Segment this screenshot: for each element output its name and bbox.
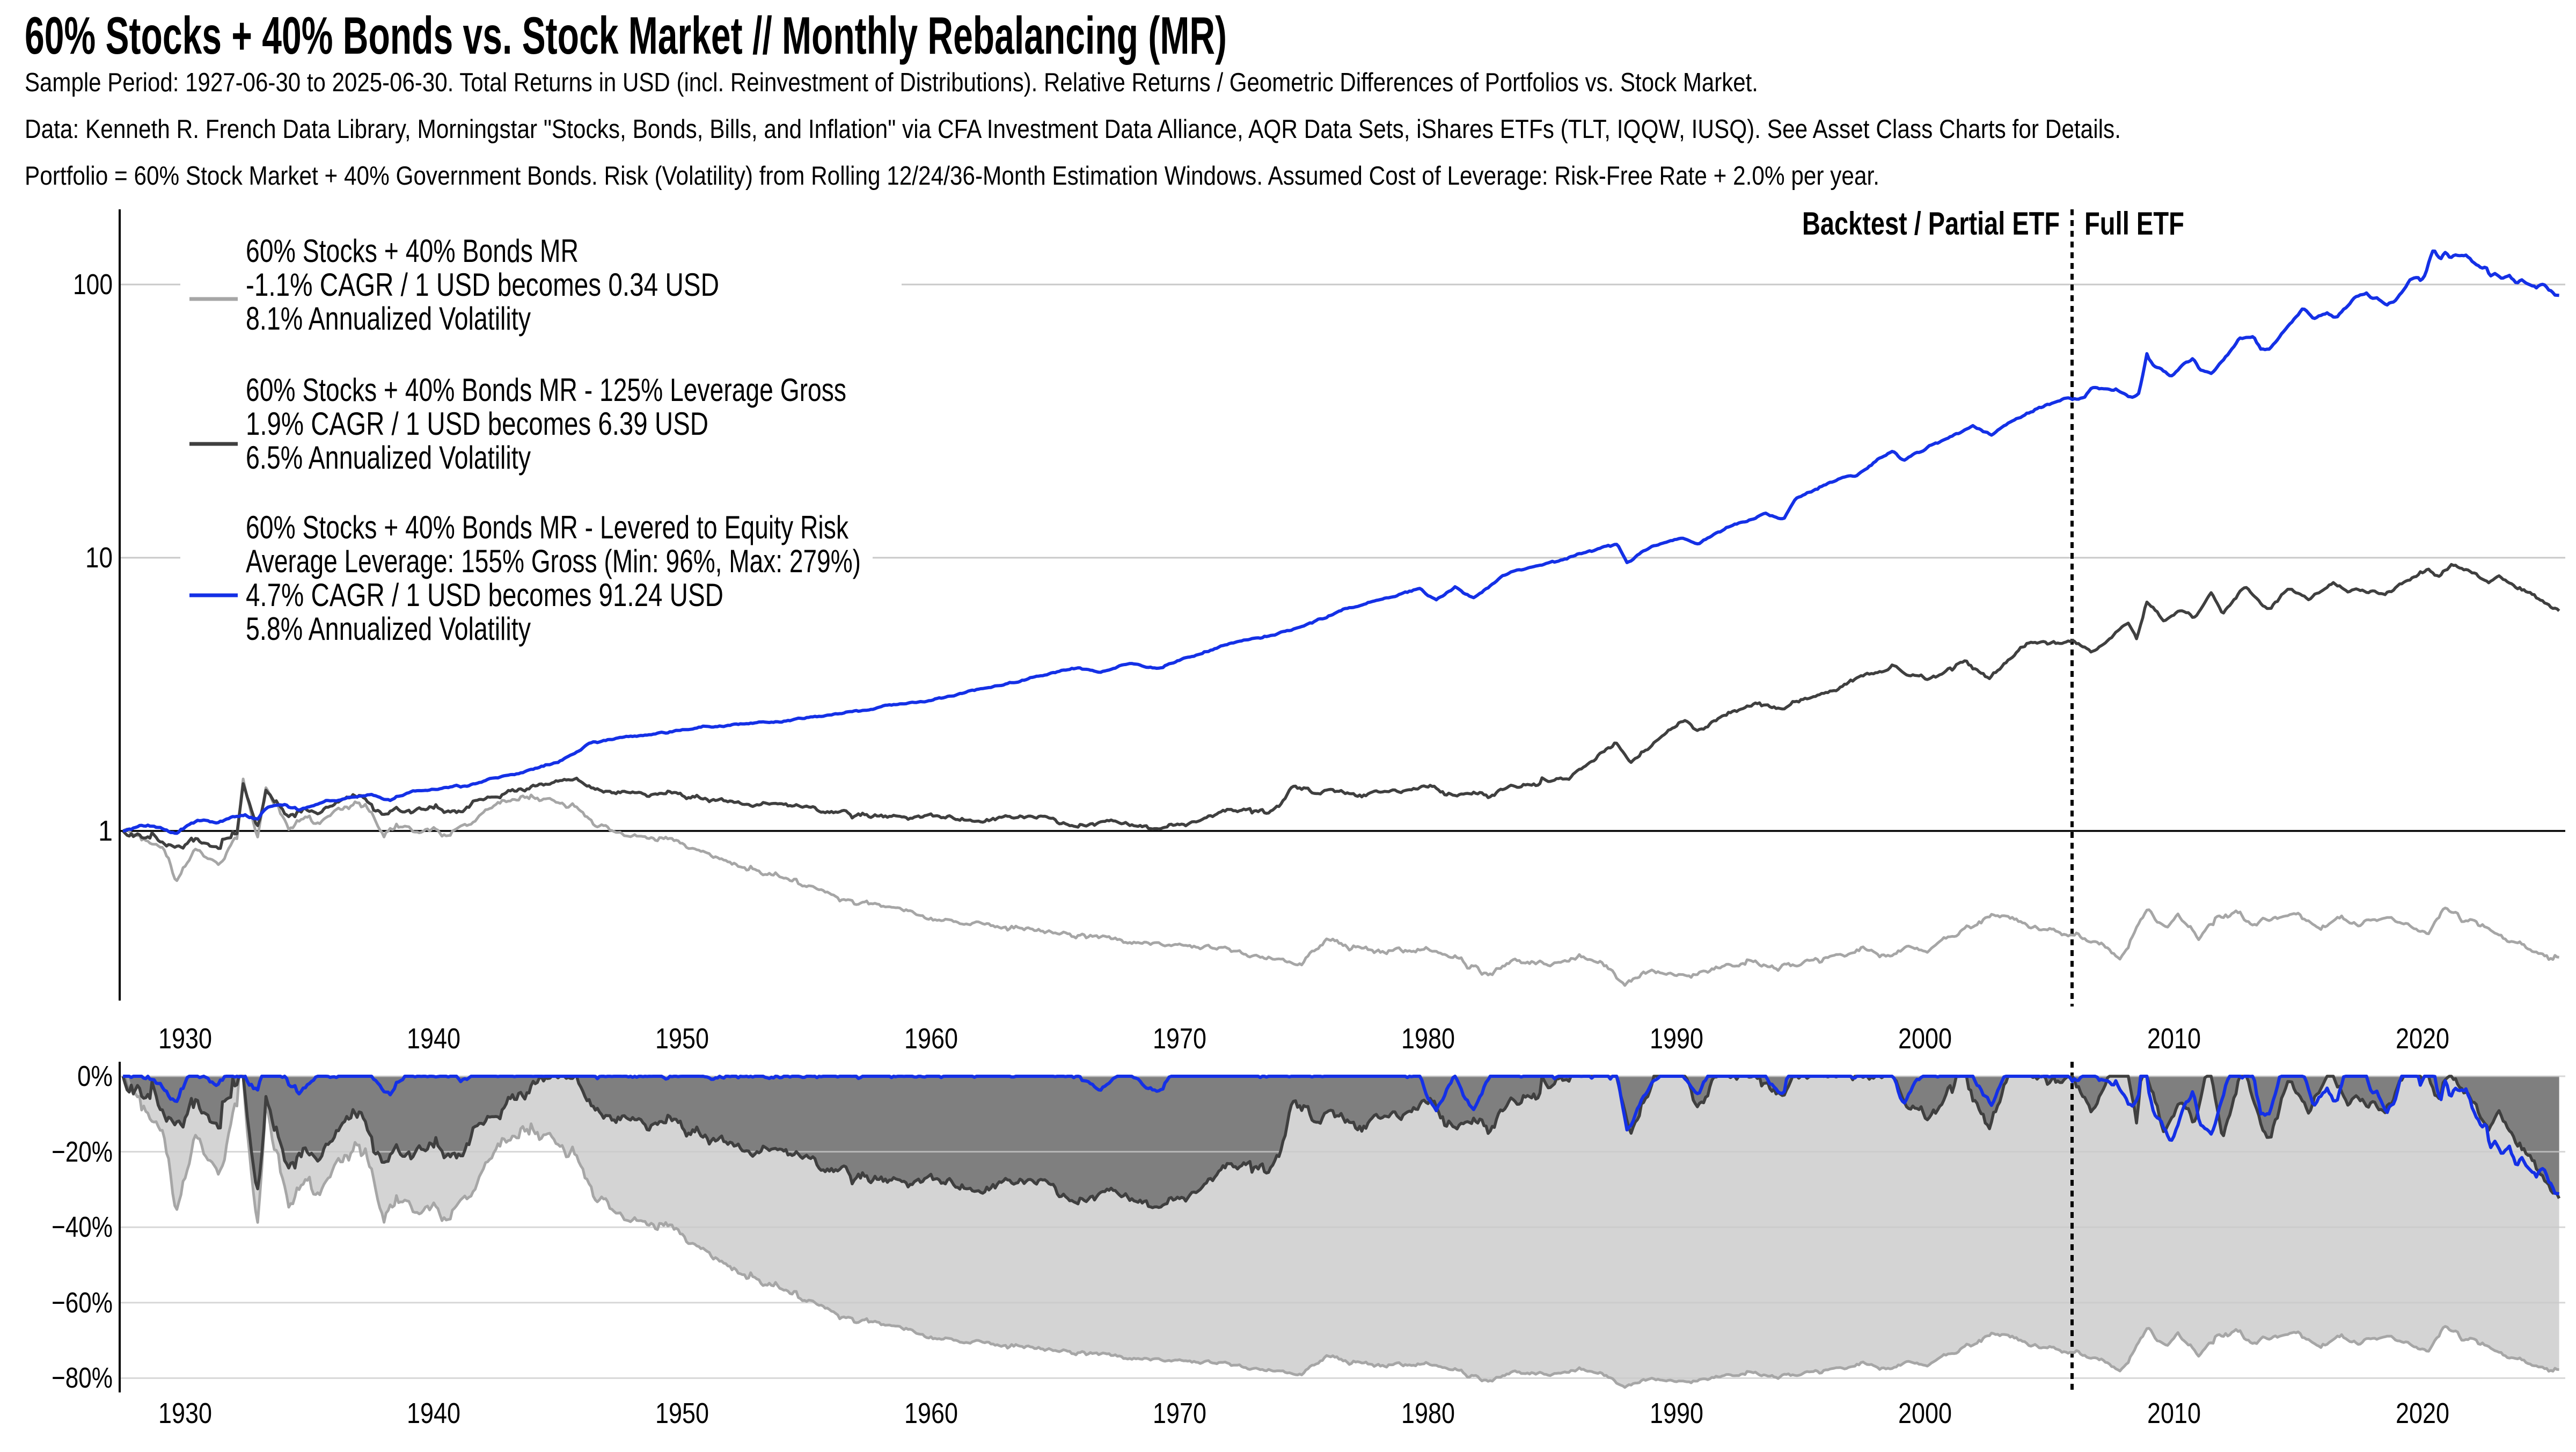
svg-text:Backtest / Partial ETF: Backtest / Partial ETF [1802,206,2060,242]
svg-text:2020: 2020 [2396,1023,2449,1055]
svg-text:1970: 1970 [1153,1023,1206,1055]
svg-text:2000: 2000 [1898,1397,1952,1429]
svg-text:1940: 1940 [407,1023,460,1055]
svg-text:Average Leverage: 155% Gross (: Average Leverage: 155% Gross (Min: 96%, … [246,543,861,579]
svg-text:Sample Period: 1927-06-30 to 2: Sample Period: 1927-06-30 to 2025-06-30.… [25,68,1758,97]
svg-text:60% Stocks + 40% Bonds vs. Sto: 60% Stocks + 40% Bonds vs. Stock Market … [25,6,1227,65]
svg-text:1980: 1980 [1401,1023,1455,1055]
svg-text:Data: Kenneth R. French Data L: Data: Kenneth R. French Data Library, Mo… [25,115,2121,144]
svg-text:2020: 2020 [2396,1397,2449,1429]
svg-text:0%: 0% [77,1060,113,1092]
svg-text:-1.1% CAGR / 1 USD becomes 0.3: -1.1% CAGR / 1 USD becomes 0.34 USD [246,267,719,303]
svg-text:1960: 1960 [904,1023,958,1055]
svg-text:Portfolio = 60% Stock Market +: Portfolio = 60% Stock Market + 40% Gover… [25,162,1879,191]
svg-text:5.8% Annualized Volatility: 5.8% Annualized Volatility [246,611,531,647]
svg-text:1960: 1960 [904,1397,958,1429]
svg-text:1930: 1930 [158,1023,212,1055]
svg-text:1930: 1930 [158,1397,212,1429]
svg-text:1990: 1990 [1650,1023,1703,1055]
svg-text:60% Stocks + 40% Bonds MR - 12: 60% Stocks + 40% Bonds MR - 125% Leverag… [246,372,846,408]
svg-text:−60%: −60% [52,1287,113,1319]
svg-text:−40%: −40% [52,1211,113,1243]
svg-text:10: 10 [85,542,113,574]
svg-text:4.7% CAGR / 1 USD becomes 91.2: 4.7% CAGR / 1 USD becomes 91.24 USD [246,577,723,613]
svg-text:2000: 2000 [1898,1023,1952,1055]
svg-text:1980: 1980 [1401,1397,1455,1429]
svg-text:−20%: −20% [52,1136,113,1168]
svg-text:1940: 1940 [407,1397,460,1429]
svg-text:1970: 1970 [1153,1397,1206,1429]
svg-text:60% Stocks + 40% Bonds MR: 60% Stocks + 40% Bonds MR [246,233,579,269]
svg-text:6.5% Annualized Volatility: 6.5% Annualized Volatility [246,440,531,476]
svg-text:1: 1 [98,815,113,847]
svg-text:−80%: −80% [52,1362,113,1394]
svg-text:100: 100 [73,268,113,301]
svg-text:1950: 1950 [655,1023,709,1055]
svg-text:Full ETF: Full ETF [2084,206,2184,242]
svg-text:1.9% CAGR / 1 USD becomes 6.39: 1.9% CAGR / 1 USD becomes 6.39 USD [246,406,708,442]
svg-text:1950: 1950 [655,1397,709,1429]
svg-text:1990: 1990 [1650,1397,1703,1429]
svg-text:8.1% Annualized Volatility: 8.1% Annualized Volatility [246,301,531,337]
svg-text:2010: 2010 [2147,1397,2201,1429]
svg-text:60% Stocks + 40% Bonds MR - Le: 60% Stocks + 40% Bonds MR - Levered to E… [246,509,849,545]
svg-text:2010: 2010 [2147,1023,2201,1055]
